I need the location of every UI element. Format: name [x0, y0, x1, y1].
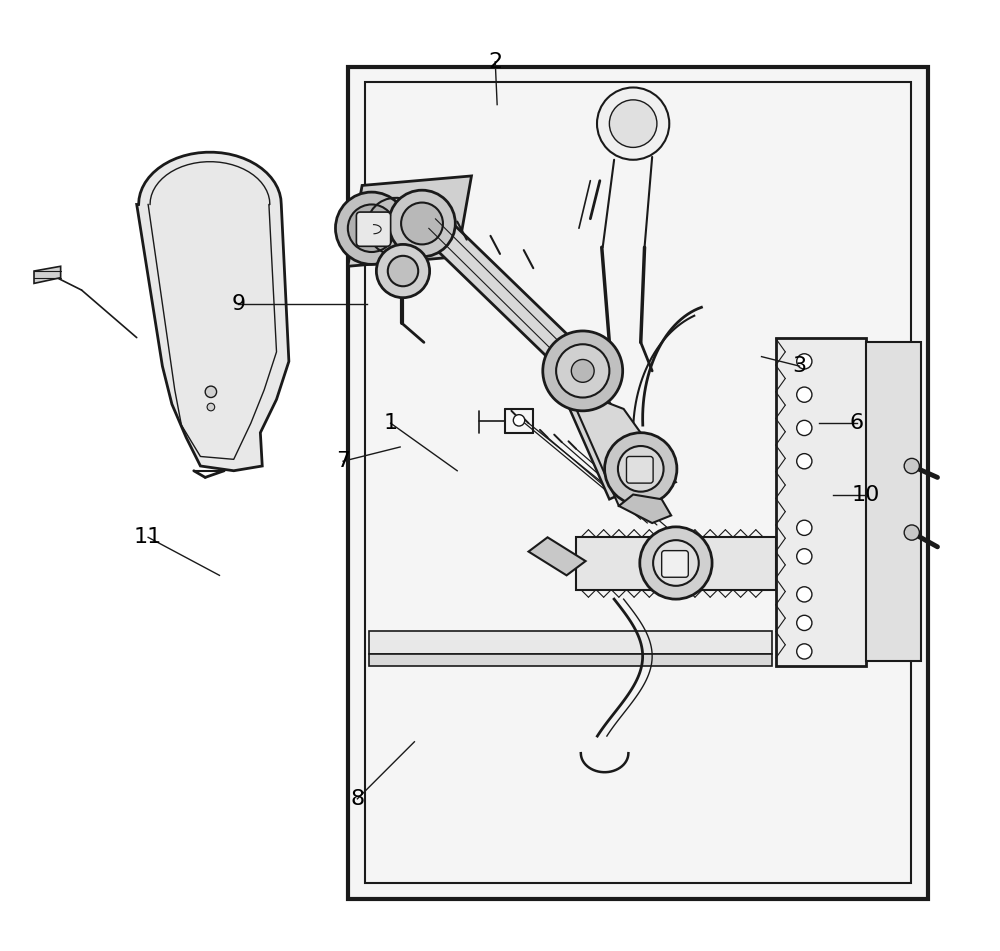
Circle shape	[797, 387, 812, 402]
Circle shape	[797, 420, 812, 436]
Bar	[369, 631, 772, 654]
Circle shape	[640, 527, 712, 599]
Circle shape	[797, 644, 812, 659]
Circle shape	[376, 244, 430, 298]
Circle shape	[597, 87, 669, 160]
Text: 2: 2	[488, 51, 502, 72]
Bar	[369, 654, 772, 666]
Text: 1: 1	[384, 413, 398, 434]
Polygon shape	[567, 387, 676, 506]
Polygon shape	[557, 380, 662, 499]
Text: 3: 3	[793, 356, 807, 377]
Circle shape	[571, 359, 594, 382]
Bar	[348, 67, 928, 899]
Circle shape	[348, 204, 395, 252]
Polygon shape	[619, 495, 671, 523]
Text: 6: 6	[850, 413, 864, 434]
Circle shape	[797, 354, 812, 369]
Circle shape	[605, 433, 677, 505]
Circle shape	[513, 415, 525, 426]
Circle shape	[609, 100, 657, 147]
FancyBboxPatch shape	[356, 212, 391, 246]
Circle shape	[556, 344, 609, 398]
Circle shape	[543, 331, 623, 411]
Text: 7: 7	[336, 451, 350, 472]
Bar	[576, 537, 776, 590]
Polygon shape	[34, 266, 61, 283]
Circle shape	[388, 256, 418, 286]
Polygon shape	[348, 176, 471, 266]
Circle shape	[205, 386, 217, 398]
Circle shape	[653, 540, 699, 586]
Polygon shape	[419, 214, 595, 380]
Polygon shape	[529, 537, 586, 575]
Bar	[776, 338, 866, 666]
Circle shape	[797, 587, 812, 602]
FancyBboxPatch shape	[662, 551, 688, 577]
Circle shape	[335, 192, 408, 264]
Circle shape	[389, 190, 455, 257]
Circle shape	[401, 203, 443, 244]
Circle shape	[797, 615, 812, 631]
Circle shape	[618, 446, 664, 492]
Text: 11: 11	[134, 527, 162, 548]
Circle shape	[207, 403, 215, 411]
Bar	[866, 342, 921, 661]
Bar	[365, 82, 911, 883]
Circle shape	[797, 454, 812, 469]
Polygon shape	[137, 152, 289, 471]
Circle shape	[904, 525, 919, 540]
Text: 8: 8	[350, 788, 364, 809]
Text: 10: 10	[852, 484, 880, 505]
Circle shape	[797, 520, 812, 535]
FancyBboxPatch shape	[626, 456, 653, 483]
Circle shape	[797, 549, 812, 564]
Circle shape	[904, 458, 919, 474]
Text: 9: 9	[231, 294, 246, 315]
